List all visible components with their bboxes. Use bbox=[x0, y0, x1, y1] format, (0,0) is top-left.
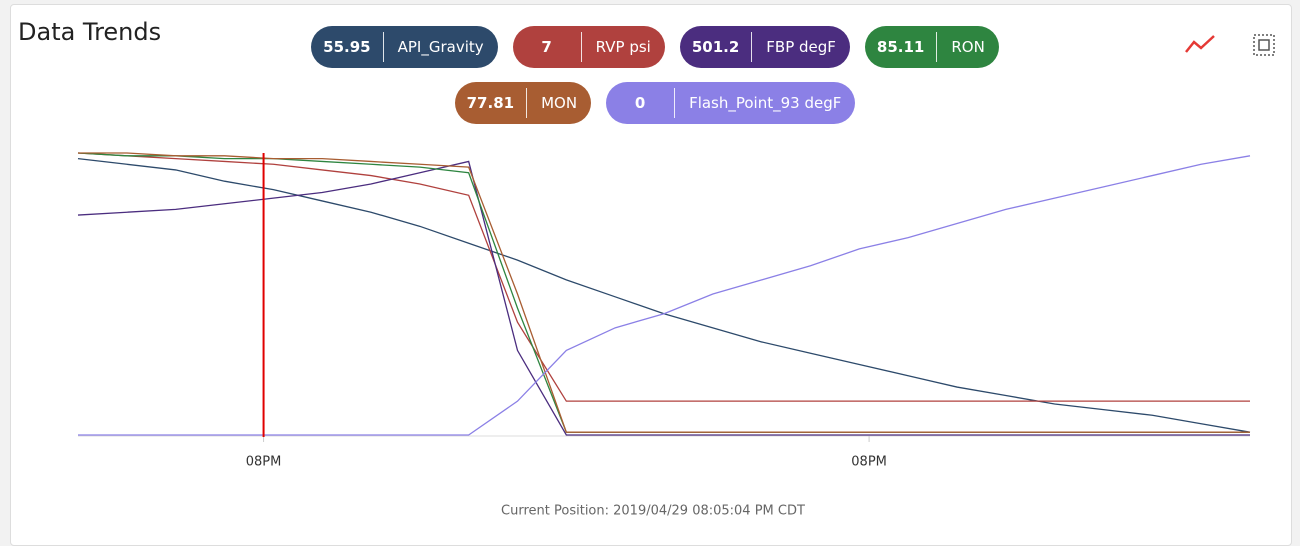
current-value: 501.2 bbox=[691, 38, 740, 56]
current-value: 77.81 bbox=[466, 94, 515, 112]
series-line bbox=[78, 152, 1250, 433]
current-value: 85.11 bbox=[876, 38, 925, 56]
series-name: Flash_Point_93 degF bbox=[689, 94, 842, 112]
legend: 55.95 API_Gravity 7 RVP psi 501.2 FBP degF 85.… bbox=[300, 26, 1010, 124]
legend-pill[interactable]: 55.95 API_Gravity bbox=[311, 26, 498, 68]
current-value: 55.95 bbox=[323, 38, 371, 56]
series-line bbox=[77, 152, 1250, 402]
legend-pill[interactable]: 0 Flash_Point_93 degF bbox=[606, 82, 856, 124]
legend-pill[interactable]: 77.81 MON bbox=[454, 82, 592, 124]
legend-pill[interactable]: 7 RVP psi bbox=[512, 26, 665, 68]
series-line bbox=[77, 160, 1250, 436]
current-value: 0 bbox=[634, 94, 646, 112]
series-line bbox=[77, 152, 1250, 433]
legend-pill[interactable]: 501.2 FBP degF bbox=[679, 26, 850, 68]
divider bbox=[674, 88, 676, 118]
series-name: API_Gravity bbox=[397, 38, 484, 56]
legend-pill[interactable]: 85.11 RON bbox=[864, 26, 999, 68]
series-name: RVP psi bbox=[595, 38, 651, 56]
line-icon[interactable] bbox=[1185, 35, 1215, 53]
chart: 08PM 08PM Current Position: 2019/04/29 08:… bbox=[77, 34, 1275, 519]
chart-title: Data Trends bbox=[18, 18, 162, 46]
divider bbox=[580, 32, 582, 62]
divider bbox=[526, 88, 528, 118]
divider bbox=[936, 32, 938, 62]
series-name: RON bbox=[951, 38, 985, 56]
current-value: 7 bbox=[541, 38, 552, 56]
series-line bbox=[78, 155, 1251, 436]
select-icon[interactable] bbox=[1253, 34, 1275, 56]
divider bbox=[751, 32, 753, 62]
current-position: Current Position: 2019/04/29 08:05:04 PM… bbox=[501, 504, 805, 519]
series-name: MON bbox=[541, 94, 578, 112]
x-tick-label: 08PM bbox=[851, 455, 887, 470]
series-name: FBP degF bbox=[766, 38, 836, 56]
x-tick-label: 08PM bbox=[246, 455, 282, 470]
divider bbox=[382, 32, 384, 62]
series-line bbox=[77, 157, 1251, 433]
